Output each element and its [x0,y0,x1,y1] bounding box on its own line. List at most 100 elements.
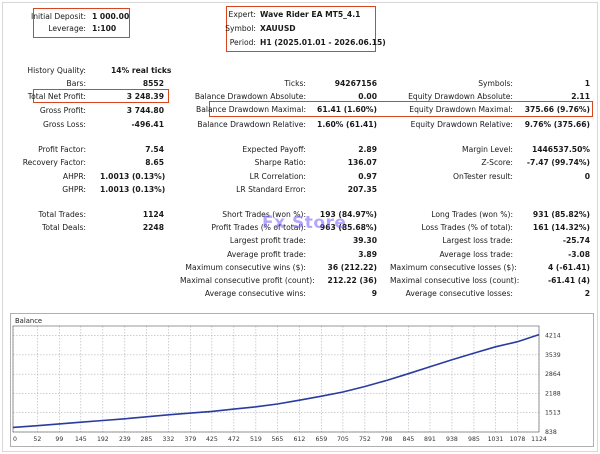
x-tick-label: 1078 [510,436,526,443]
avg-consec-losses-label: Average consecutive losses: [405,289,513,298]
balance-series-line [12,333,540,429]
x-tick-label: 565 [271,436,283,443]
recovery-factor-value: 8.65 [145,158,164,167]
x-tick-label: 1031 [488,436,504,443]
equity-dd-max-value: 375.66 (9.76%) [524,105,590,114]
symbols-value: 1 [584,79,590,88]
expected-payoff-label: Expected Payoff: [242,145,306,154]
profit-trades-value: 963 (85.68%) [319,223,377,232]
sharpe-label: Sharpe Ratio: [254,158,306,167]
x-tick-label: 985 [468,436,480,443]
balance-dd-max-value: 61.41 (1.60%) [317,105,377,114]
period-label: Period: [229,38,256,47]
avg-consec-wins-value: 9 [371,289,377,298]
margin-level-value: 1446537.50% [531,145,590,154]
sharpe-value: 136.07 [347,158,377,167]
x-tick-label: 425 [206,436,218,443]
x-tick-label: 472 [228,436,240,443]
gross-loss-label: Gross Loss: [42,120,86,129]
initial-deposit-value: 1 000.00 [92,12,130,21]
gross-profit-value: 3 744.80 [126,106,164,115]
maximal-consec-profit-label: Maximal consecutive profit (count): [180,276,315,285]
largest-profit-value: 39.30 [352,236,377,245]
x-tick-label: 845 [403,436,415,443]
x-tick-label: 938 [446,436,458,443]
plot-area [12,325,540,433]
bars-value: 8552 [142,79,164,88]
bars-label: Bars: [66,79,87,88]
equity-dd-rel-value: 9.76% (375.66) [524,120,590,129]
y-tick-label: 838 [545,429,557,436]
profit-factor-label: Profit Factor: [38,145,86,154]
y-tick-label: 2864 [545,371,561,378]
expert-value: Wave Rider EA MT5_4.1 [260,10,361,19]
profit-factor-value: 7.54 [145,145,164,154]
max-consec-losses-value: 4 (-61.41) [547,263,590,272]
max-consec-losses-label: Maximum consecutive losses ($): [390,263,517,272]
x-tick-label: 285 [140,436,152,443]
symbol-label: Symbol: [225,24,256,33]
lr-corr-label: LR Correlation: [249,172,306,181]
expert-label: Expert: [228,10,256,19]
symbol-value: XAUUSD [260,24,296,33]
balance-chart: Balance 0 52 99 145 192 239 285 332 379 425 472 519… [10,313,594,447]
y-tick-label: 3539 [545,352,561,359]
avg-consec-losses-value: 2 [584,289,590,298]
equity-dd-max-label: Equity Drawdown Maximal: [409,105,513,114]
period-value: H1 (2025.01.01 - 2026.06.15) [260,38,386,47]
ontester-value: 0 [584,172,590,181]
x-tick-label: 1124 [531,436,547,443]
x-tick-label: 145 [75,436,87,443]
x-tick-label: 612 [293,436,305,443]
y-tick-label: 2188 [545,390,561,397]
largest-loss-value: -25.74 [562,236,590,245]
profit-trades-label: Profit Trades (% of total): [211,223,306,232]
leverage-label: Leverage: [48,24,86,33]
watermark-logo: Fx Store [262,213,347,233]
ticks-value: 94267156 [334,79,377,88]
gross-profit-label: Gross Profit: [39,106,86,115]
x-tick-label: 0 [13,436,17,443]
x-tick-label: 52 [33,436,41,443]
total-deals-label: Total Deals: [42,223,86,232]
equity-dd-abs-value: 2.11 [571,92,590,101]
ticks-label: Ticks: [284,79,306,88]
lr-corr-value: 0.97 [358,172,377,181]
total-trades-value: 1124 [142,210,164,219]
x-tick-label: 705 [337,436,349,443]
chart-title: Balance [15,317,43,325]
x-tick-label: 192 [97,436,109,443]
avg-profit-value: 3.89 [358,250,377,259]
loss-trades-label: Loss Trades (% of total): [421,223,513,232]
margin-level-label: Margin Level: [462,145,513,154]
max-consec-wins-label: Maximum consecutive wins ($): [185,263,306,272]
balance-dd-max-label: Balance Drawdown Maximal: [196,105,306,114]
y-tick-label: 1513 [545,410,561,417]
maximal-consec-loss-label: Maximal consecutive loss (count): [390,276,520,285]
short-trades-value: 193 (84.97%) [319,210,377,219]
deposit-highlight [33,8,130,38]
balance-chart-svg: 0 52 99 145 192 239 285 332 379 425 472 519 565 612 65… [12,325,561,443]
balance-dd-abs-value: 0.00 [358,92,377,101]
largest-loss-label: Largest loss trade: [442,236,513,245]
largest-profit-label: Largest profit trade: [229,236,306,245]
recovery-factor-label: Recovery Factor: [22,158,86,167]
total-trades-label: Total Trades: [38,210,86,219]
avg-profit-label: Average profit trade: [227,250,306,259]
total-net-profit-label: Total Net Profit: [27,92,86,101]
x-tick-label: 891 [424,436,436,443]
long-trades-label: Long Trades (won %): [431,210,513,219]
symbols-label: Symbols: [478,79,513,88]
x-tick-label: 519 [250,436,262,443]
maximal-consec-profit-value: 212.22 (36) [327,276,377,285]
balance-dd-rel-value: 1.60% (61.41) [317,120,377,129]
x-tick-label: 798 [381,436,393,443]
zscore-value: -7.47 (99.74%) [526,158,590,167]
history-quality-value: 14% real ticks [111,66,172,75]
ahpr-label: AHPR: [62,172,86,181]
expert-highlight [226,6,376,52]
lr-se-label: LR Standard Error: [236,185,306,194]
ontester-label: OnTester result: [453,172,513,181]
avg-loss-value: -3.08 [568,250,590,259]
